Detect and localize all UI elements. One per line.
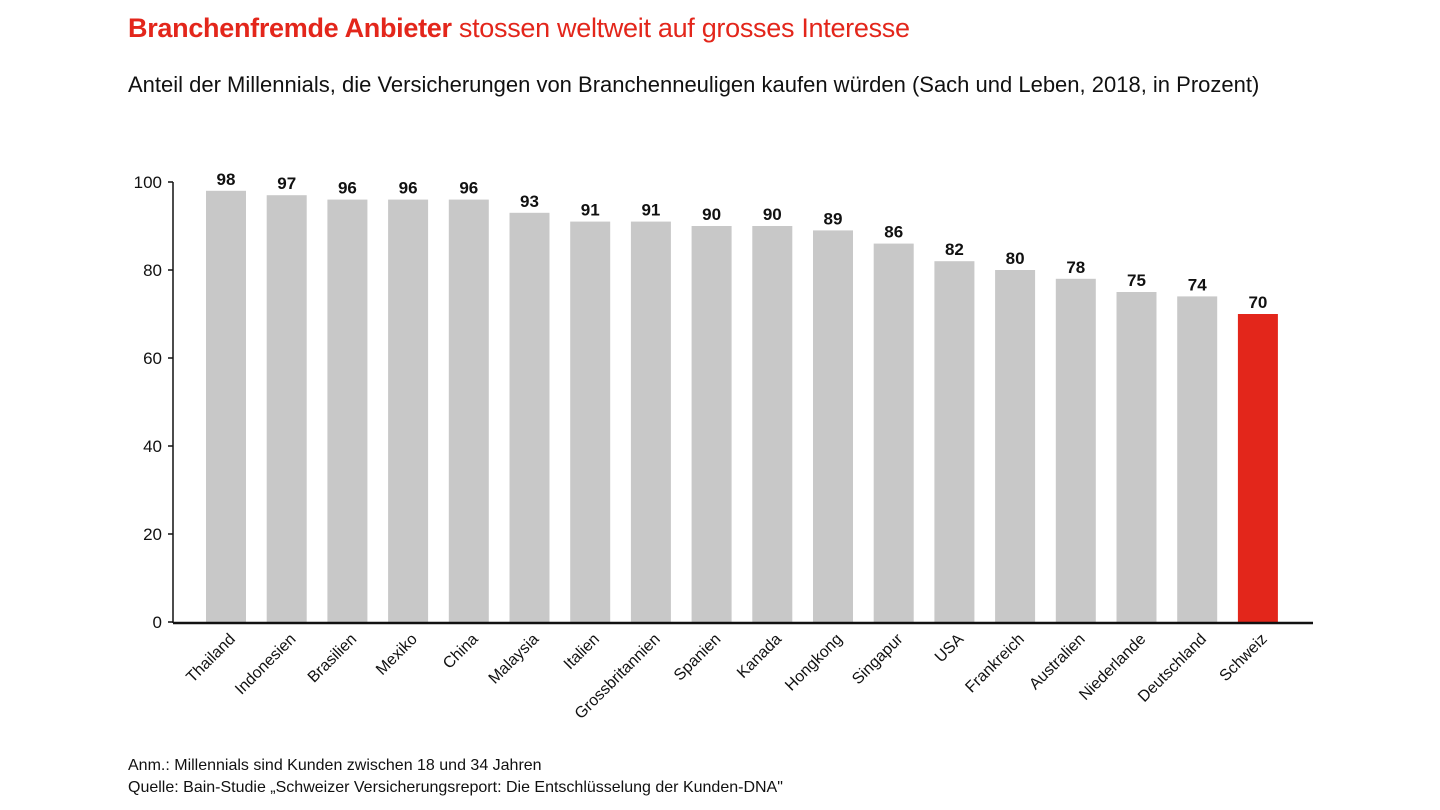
y-tick-label: 0 [153, 613, 162, 632]
chart-title: Branchenfremde Anbieter stossen weltweit… [128, 10, 910, 46]
bar-frankreich [995, 270, 1036, 622]
data-label: 90 [763, 205, 782, 224]
bar-indonesien [266, 195, 307, 622]
bar-singapur [873, 243, 914, 622]
x-tick-label: Thailand [183, 631, 238, 686]
bar-schweiz [1237, 314, 1278, 622]
x-tick-label: Brasilien [305, 631, 360, 686]
note-anm: Anm.: Millennials sind Kunden zwischen 1… [128, 757, 542, 774]
bar-spanien [691, 226, 732, 622]
bar-china [448, 199, 489, 622]
bar-australien [1055, 278, 1096, 622]
data-label: 96 [399, 179, 418, 198]
data-label: 98 [217, 170, 236, 189]
bar-mexiko [388, 199, 429, 622]
y-tick-label: 40 [143, 437, 162, 456]
bar-thailand [206, 190, 246, 623]
x-tick-label: Italien [561, 631, 603, 673]
data-label: 74 [1188, 275, 1207, 294]
data-label: 96 [338, 179, 357, 198]
bar-italien [570, 221, 611, 622]
x-tick-label: Schweiz [1217, 631, 1271, 685]
x-tick-label: Spanien [671, 631, 725, 685]
x-tick-label: USA [932, 631, 968, 667]
footnotes: Anm.: Millennials sind Kunden zwischen 1… [128, 755, 783, 799]
data-label: 86 [884, 223, 903, 242]
bar-kanada [752, 226, 793, 622]
x-tick-label: Frankreich [962, 631, 1027, 696]
data-label: 91 [581, 201, 600, 220]
data-label: 70 [1248, 293, 1267, 312]
y-tick-label: 60 [143, 349, 162, 368]
x-tick-label: Australien [1026, 631, 1088, 693]
bar-grossbritannien [630, 221, 671, 622]
note-source: Quelle: Bain-Studie „Schweizer Versicher… [128, 779, 783, 796]
x-tick-label: Kanada [734, 631, 785, 682]
data-label: 80 [1006, 249, 1025, 268]
bar-usa [934, 261, 975, 622]
data-label: 82 [945, 240, 964, 259]
chart-subtitle: Anteil der Millennials, die Versicherung… [128, 72, 1260, 97]
data-label: 93 [520, 192, 539, 211]
y-tick-label: 80 [143, 261, 162, 280]
x-tick-label: China [440, 631, 482, 673]
chart-title-highlight: Branchenfremde Anbieter [128, 13, 452, 43]
data-label: 78 [1066, 258, 1085, 277]
x-tick-label: Singapur [849, 630, 907, 688]
bar-niederlande [1116, 292, 1157, 622]
data-label: 91 [641, 201, 660, 220]
bar-hongkong [813, 230, 853, 622]
data-label: 89 [824, 209, 843, 228]
x-tick-label: Mexiko [373, 631, 421, 679]
bar-chart: 0 20 40 60 80 100 98 Thailand 97 Indonesien 96 Bras… [134, 170, 1313, 723]
x-tick-label: Indonesien [232, 631, 299, 698]
x-tick-label: Hongkong [782, 631, 846, 695]
data-label: 75 [1127, 271, 1146, 290]
data-label: 96 [459, 179, 478, 198]
bar-brasilien [327, 199, 368, 622]
chart-title-rest: stossen weltweit auf grosses Interesse [451, 13, 910, 43]
y-tick-label: 20 [143, 525, 162, 544]
bar-deutschland [1177, 296, 1218, 622]
x-tick-label: Malaysia [486, 631, 543, 688]
data-label: 90 [702, 205, 721, 224]
data-label: 97 [277, 174, 296, 193]
bar-malaysia [509, 212, 550, 623]
y-tick-label: 100 [134, 173, 162, 192]
